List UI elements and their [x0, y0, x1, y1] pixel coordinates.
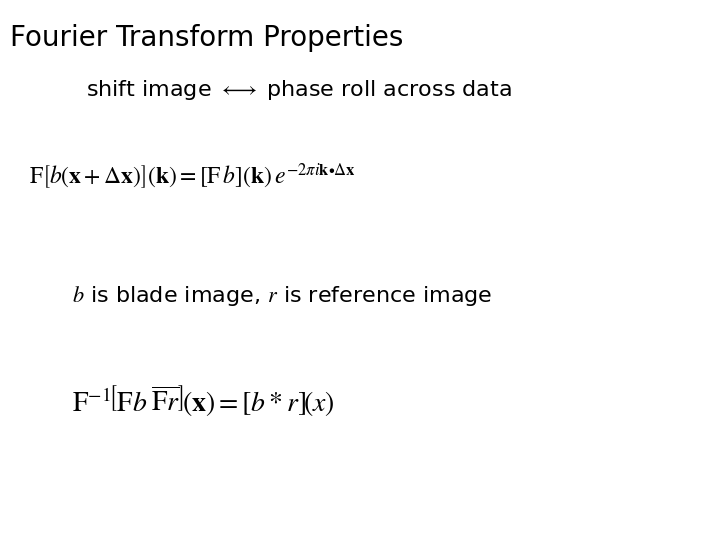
Text: shift image $\longleftrightarrow$ phase roll across data: shift image $\longleftrightarrow$ phase … [86, 78, 512, 102]
Text: Fourier Transform Properties: Fourier Transform Properties [10, 24, 403, 52]
Text: $\mathrm{F}^{-1}\!\left[\mathrm{F}b\;\overline{\mathrm{F}r}\right]\!(\mathbf{x}): $\mathrm{F}^{-1}\!\left[\mathrm{F}b\;\ov… [72, 383, 335, 418]
Text: $\mathrm{F}\left[b(\mathbf{x}+\Delta\mathbf{x})\right](\mathbf{k})=\left[\mathrm: $\mathrm{F}\left[b(\mathbf{x}+\Delta\mat… [29, 162, 356, 192]
Text: $b$ is blade image, $r$ is reference image: $b$ is blade image, $r$ is reference ima… [72, 284, 492, 307]
